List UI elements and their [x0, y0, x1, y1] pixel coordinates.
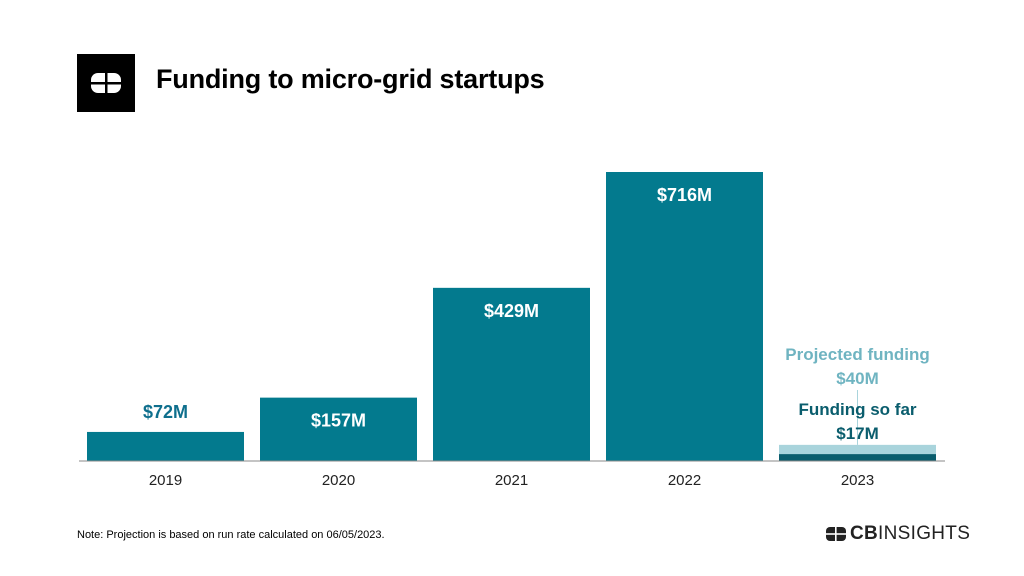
so-far-value-label: $17M — [836, 424, 879, 443]
data-label-2020: $157M — [311, 411, 366, 431]
data-label-2022: $716M — [657, 185, 712, 205]
chart-title: Funding to micro-grid startups — [156, 64, 545, 94]
so-far-bar — [779, 454, 936, 461]
footnote: Note: Projection is based on run rate ca… — [77, 529, 385, 541]
bar-2021 — [433, 287, 590, 461]
projected-value-label: $40M — [836, 369, 879, 388]
bar-2020 — [260, 397, 417, 461]
data-label-2019: $72M — [143, 402, 188, 422]
projected-label: Projected funding — [785, 345, 930, 364]
cb-insights-brand-icon — [826, 527, 846, 541]
so-far-label: Funding so far — [798, 400, 916, 419]
x-tick-label-2020: 2020 — [322, 472, 355, 489]
brand-wordmark: CBINSIGHTS — [850, 523, 970, 545]
data-label-2021: $429M — [484, 301, 539, 321]
cb-insights-logo-icon — [77, 54, 135, 112]
brand-light: INSIGHTS — [878, 523, 971, 544]
x-tick-label-2021: 2021 — [495, 472, 528, 489]
x-tick-label-2022: 2022 — [668, 472, 701, 489]
bar-2022 — [606, 172, 763, 461]
x-tick-label-2023: 2023 — [841, 472, 874, 489]
bar-2019 — [87, 431, 244, 461]
cb-insights-brand: CBINSIGHTS — [826, 523, 970, 545]
brand-bold: CB — [850, 523, 879, 544]
x-tick-label-2019: 2019 — [149, 472, 182, 489]
